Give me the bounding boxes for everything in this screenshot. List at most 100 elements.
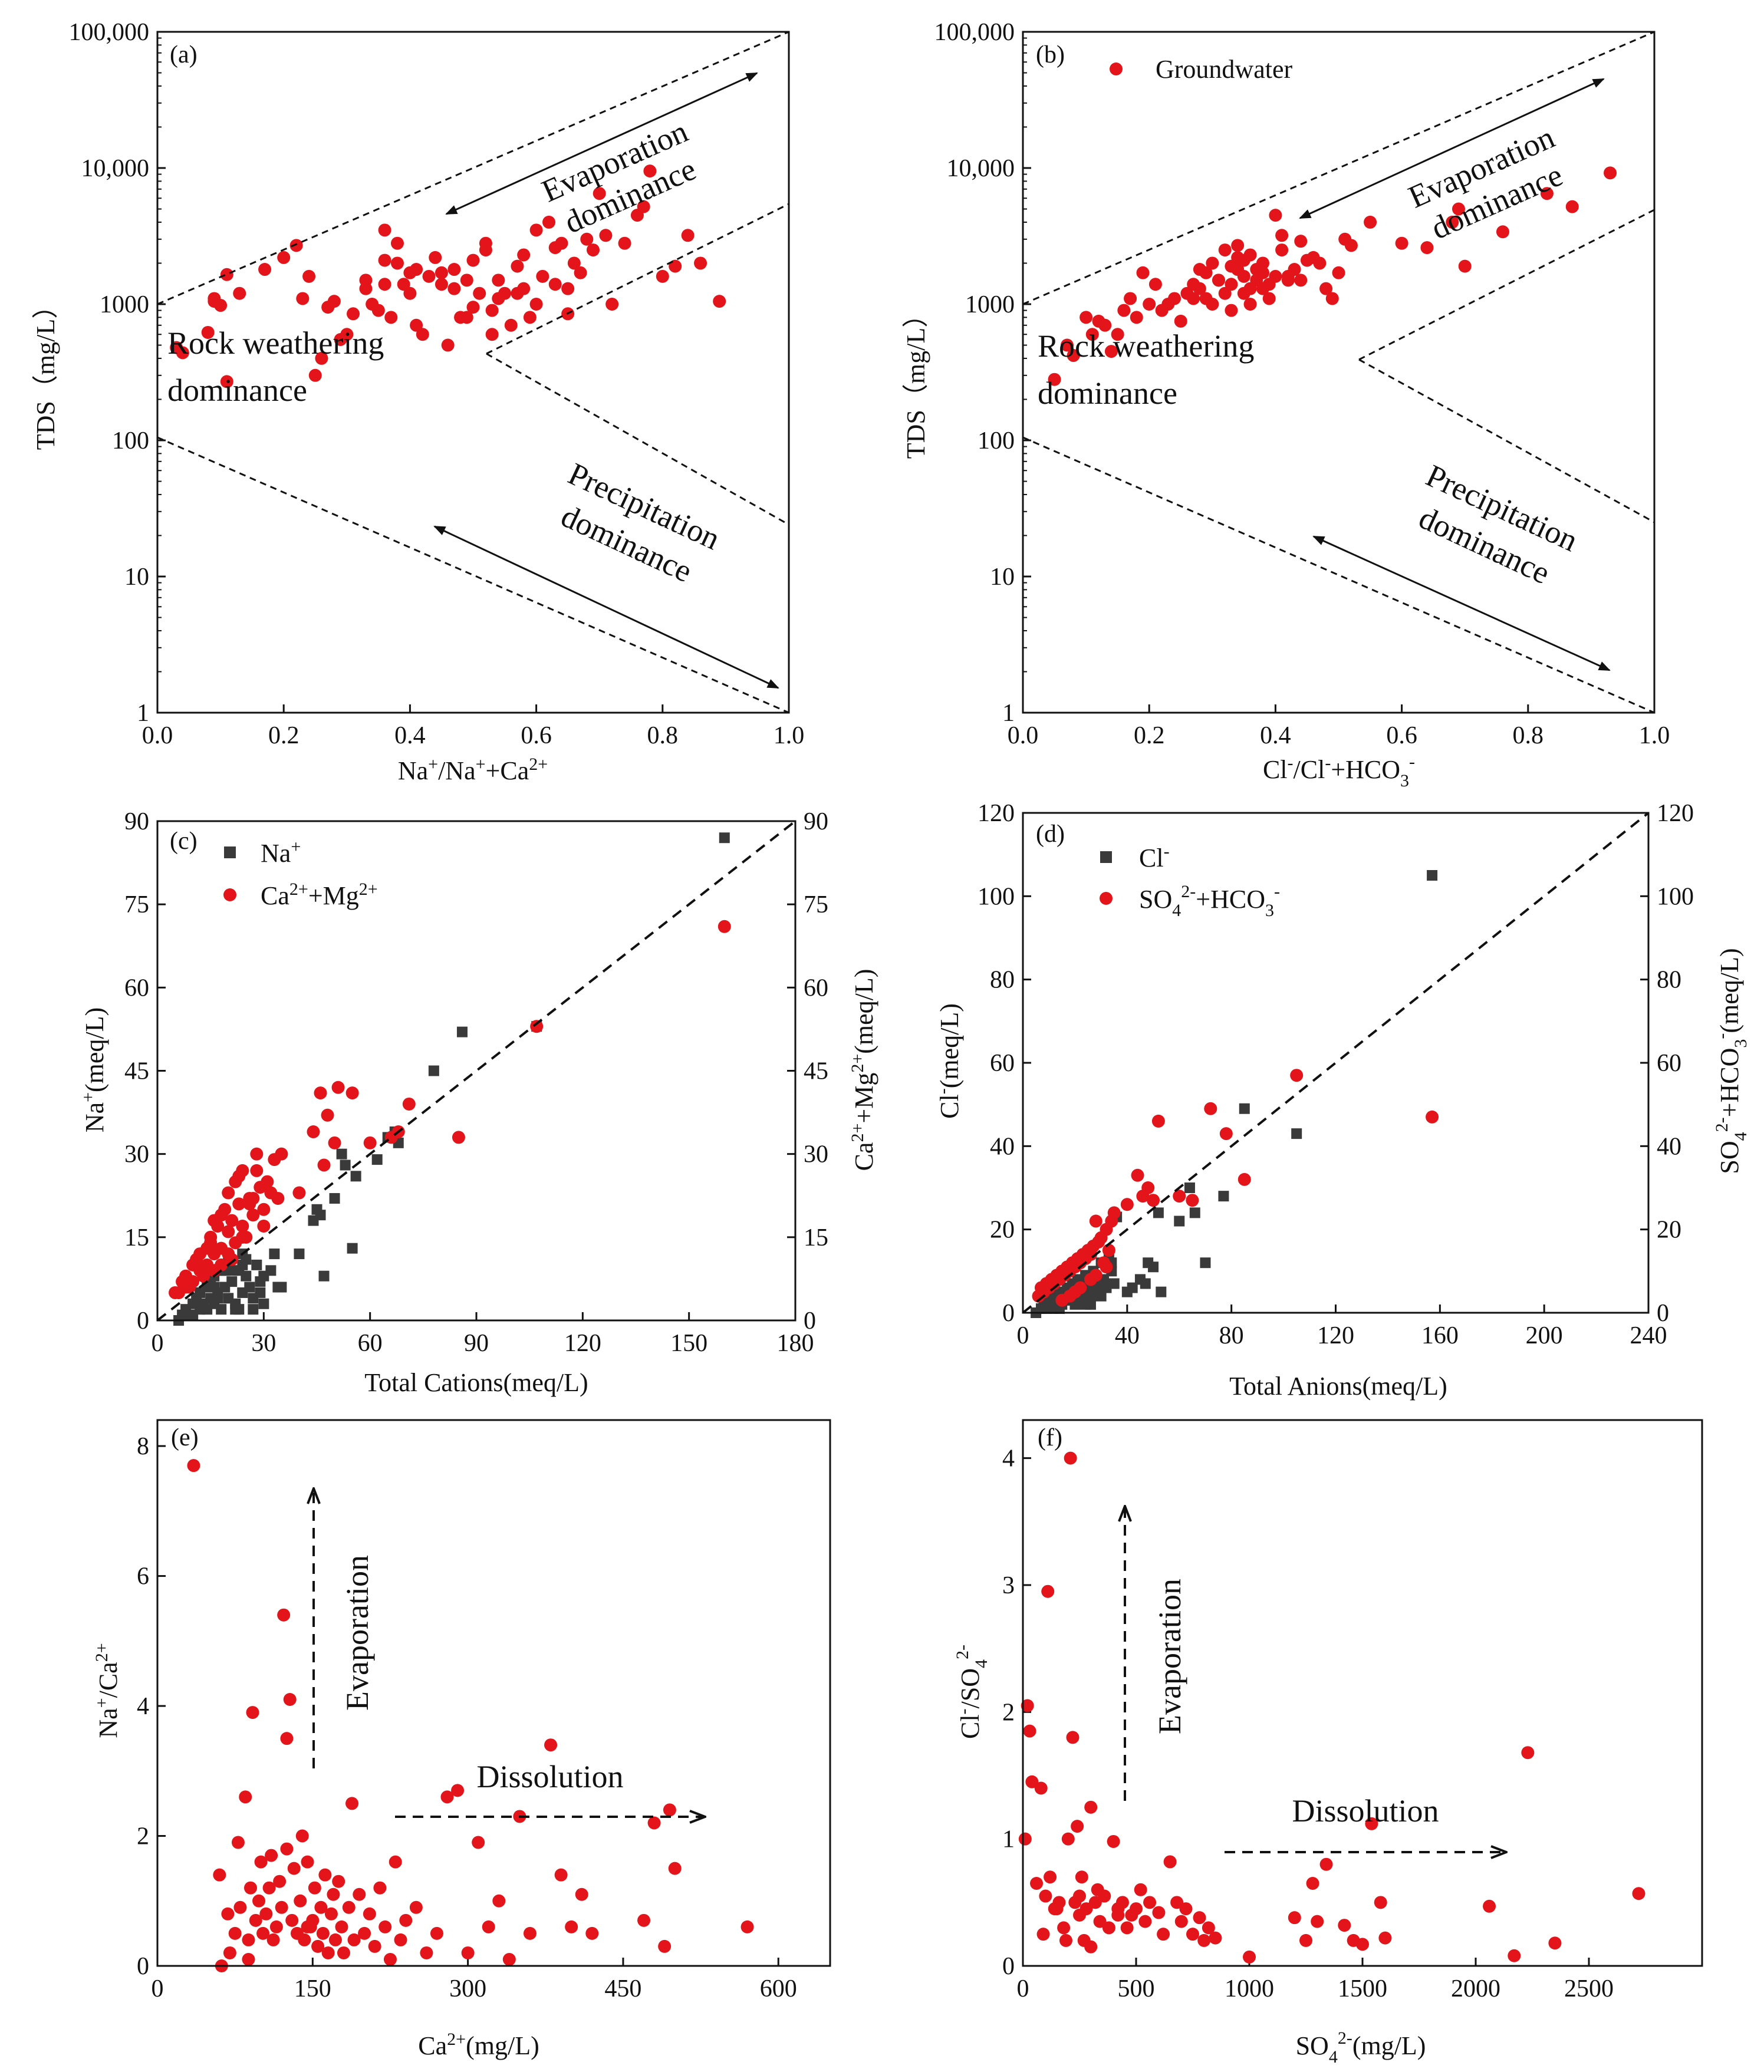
data-point-c-s1: [345, 1086, 359, 1100]
x-tick-label-e: 600: [760, 1975, 797, 2002]
data-point-c-s1: [363, 1136, 377, 1149]
data-point-a-s0: [308, 368, 322, 382]
data-point-b-s0: [1231, 239, 1245, 252]
data-point-a-s0: [561, 282, 575, 295]
data-point-f-s0: [1030, 1877, 1044, 1890]
plot-frame-f: [1022, 1419, 1703, 1967]
one-to-one-line-c: [156, 820, 797, 1322]
data-point-b-s0: [1111, 328, 1124, 341]
panel-label-b: (b): [1036, 41, 1065, 68]
y-tick-label-a: 100: [112, 427, 149, 454]
svg-text:Ca2++Mg2+: Ca2++Mg2+: [261, 879, 378, 910]
y-tick-label-b: 100,000: [934, 19, 1015, 46]
data-point-a-s0: [220, 268, 233, 281]
data-point-a-s0: [410, 318, 423, 332]
data-point-d-s0: [1148, 1261, 1159, 1273]
data-point-f-s0: [1018, 1832, 1032, 1846]
data-point-a-s0: [403, 286, 417, 300]
data-point-e-s0: [265, 1849, 278, 1862]
panel-label-c: (c): [170, 828, 198, 855]
data-point-d-s1: [1238, 1172, 1251, 1186]
x-tick-label-f: 1000: [1225, 1975, 1274, 2002]
dissolution-label-f: Dissolution: [1292, 1793, 1439, 1829]
data-point-a-s0: [517, 248, 531, 262]
data-point-a-s0: [340, 328, 354, 341]
svg-text:Cl-(meq/L): Cl-(meq/L): [933, 1003, 964, 1119]
data-point-d-s1: [1141, 1181, 1155, 1194]
data-point-a-s0: [447, 263, 461, 276]
y-tick-label-f: 1: [1002, 1826, 1015, 1853]
data-point-e-s0: [409, 1900, 423, 1914]
y2-tick-label-d: 100: [1657, 883, 1694, 910]
data-point-e-s0: [482, 1920, 495, 1933]
panel-e: 0 150 300 450 600 0 2 4 6 8 (e) Evaporation Disso…: [92, 1419, 831, 2060]
x-tick-label-e: 300: [449, 1975, 486, 2002]
y-tick-label-d: 40: [990, 1133, 1015, 1160]
data-point-f-s0: [1243, 1950, 1256, 1964]
data-point-a-s0: [429, 251, 442, 264]
panel-label-a: (a): [170, 41, 198, 68]
data-point-e-s0: [233, 1900, 247, 1914]
y2-tick-label-c: 30: [804, 1141, 828, 1168]
data-point-b-s0: [1313, 256, 1327, 270]
x-tick-label-c: 0: [152, 1330, 164, 1357]
data-point-a-s0: [258, 263, 272, 276]
y-tick-label-c: 75: [124, 891, 149, 918]
data-point-a-s0: [416, 328, 429, 341]
data-point-f-s0: [1288, 1911, 1301, 1925]
data-point-b-s0: [1395, 236, 1408, 250]
data-point-f-s0: [1365, 1817, 1378, 1830]
x-tick-label-d: 80: [1219, 1322, 1244, 1349]
data-point-d-s1: [1055, 1293, 1069, 1307]
data-point-c-s0: [241, 1270, 252, 1282]
data-point-b-s0: [1275, 229, 1289, 242]
data-point-b-s0: [1067, 349, 1080, 363]
data-point-b-s0: [1225, 278, 1238, 291]
data-point-d-s0: [1184, 1182, 1195, 1193]
data-point-e-s0: [285, 1913, 299, 1927]
data-point-c-s1: [314, 1086, 327, 1100]
data-point-a-s0: [422, 269, 436, 283]
data-point-b-s0: [1218, 286, 1232, 300]
data-point-e-s0: [347, 1933, 361, 1946]
legend-label-ca-mg: Ca2++Mg2+: [261, 879, 378, 910]
data-point-e-s0: [318, 1868, 332, 1882]
data-point-b-s0: [1256, 256, 1269, 270]
y-tick-label-a: 100,000: [69, 19, 150, 46]
data-point-e-s0: [256, 1926, 270, 1940]
data-point-e-s0: [337, 1946, 350, 1959]
data-point-b-s0: [1604, 166, 1617, 180]
data-point-d-s1: [1102, 1244, 1115, 1257]
legend-label-na: Na+: [261, 837, 301, 868]
y-tick-label-a: 1000: [100, 291, 149, 318]
data-point-b-s0: [1124, 292, 1137, 305]
x-tick-label-c: 90: [464, 1330, 489, 1357]
data-point-a-s0: [371, 304, 385, 317]
data-point-e-s0: [379, 1920, 392, 1933]
data-point-e-s0: [239, 1790, 252, 1804]
y-tick-label-c: 30: [124, 1141, 149, 1168]
x-tick-label-c: 60: [358, 1330, 383, 1357]
data-point-e-s0: [277, 1608, 291, 1622]
data-point-a-s0: [277, 251, 291, 264]
data-point-a-s0: [296, 292, 310, 305]
data-point-a-s0: [548, 278, 562, 291]
data-point-a-s0: [289, 239, 303, 252]
data-point-b-s0: [1237, 269, 1250, 283]
precipitation-arrow-b: [1312, 535, 1611, 671]
data-point-d-s1: [1100, 1260, 1113, 1274]
panel-f: 0 500 1000 1500 2000 2500 0 1 2 3 4 (f) Evaporatio…: [953, 1419, 1703, 2067]
data-point-c-s0: [336, 1148, 347, 1159]
data-point-b-s0: [1098, 318, 1112, 332]
x-axis-label-c: Total Cations(meq/L): [364, 1368, 588, 1397]
y-tick-label-d: 60: [990, 1050, 1015, 1077]
x-tick-label-a: 0.2: [268, 722, 300, 749]
data-point-d-s1: [1219, 1127, 1233, 1141]
data-point-a-s0: [586, 243, 600, 257]
data-point-f-s0: [1084, 1940, 1098, 1954]
plot-frame-c: [156, 820, 797, 1322]
plot-frame-e: [156, 1419, 831, 1967]
data-point-d-s1: [1290, 1069, 1304, 1082]
data-point-c-s0: [248, 1293, 259, 1304]
data-point-f-s0: [1102, 1921, 1115, 1935]
